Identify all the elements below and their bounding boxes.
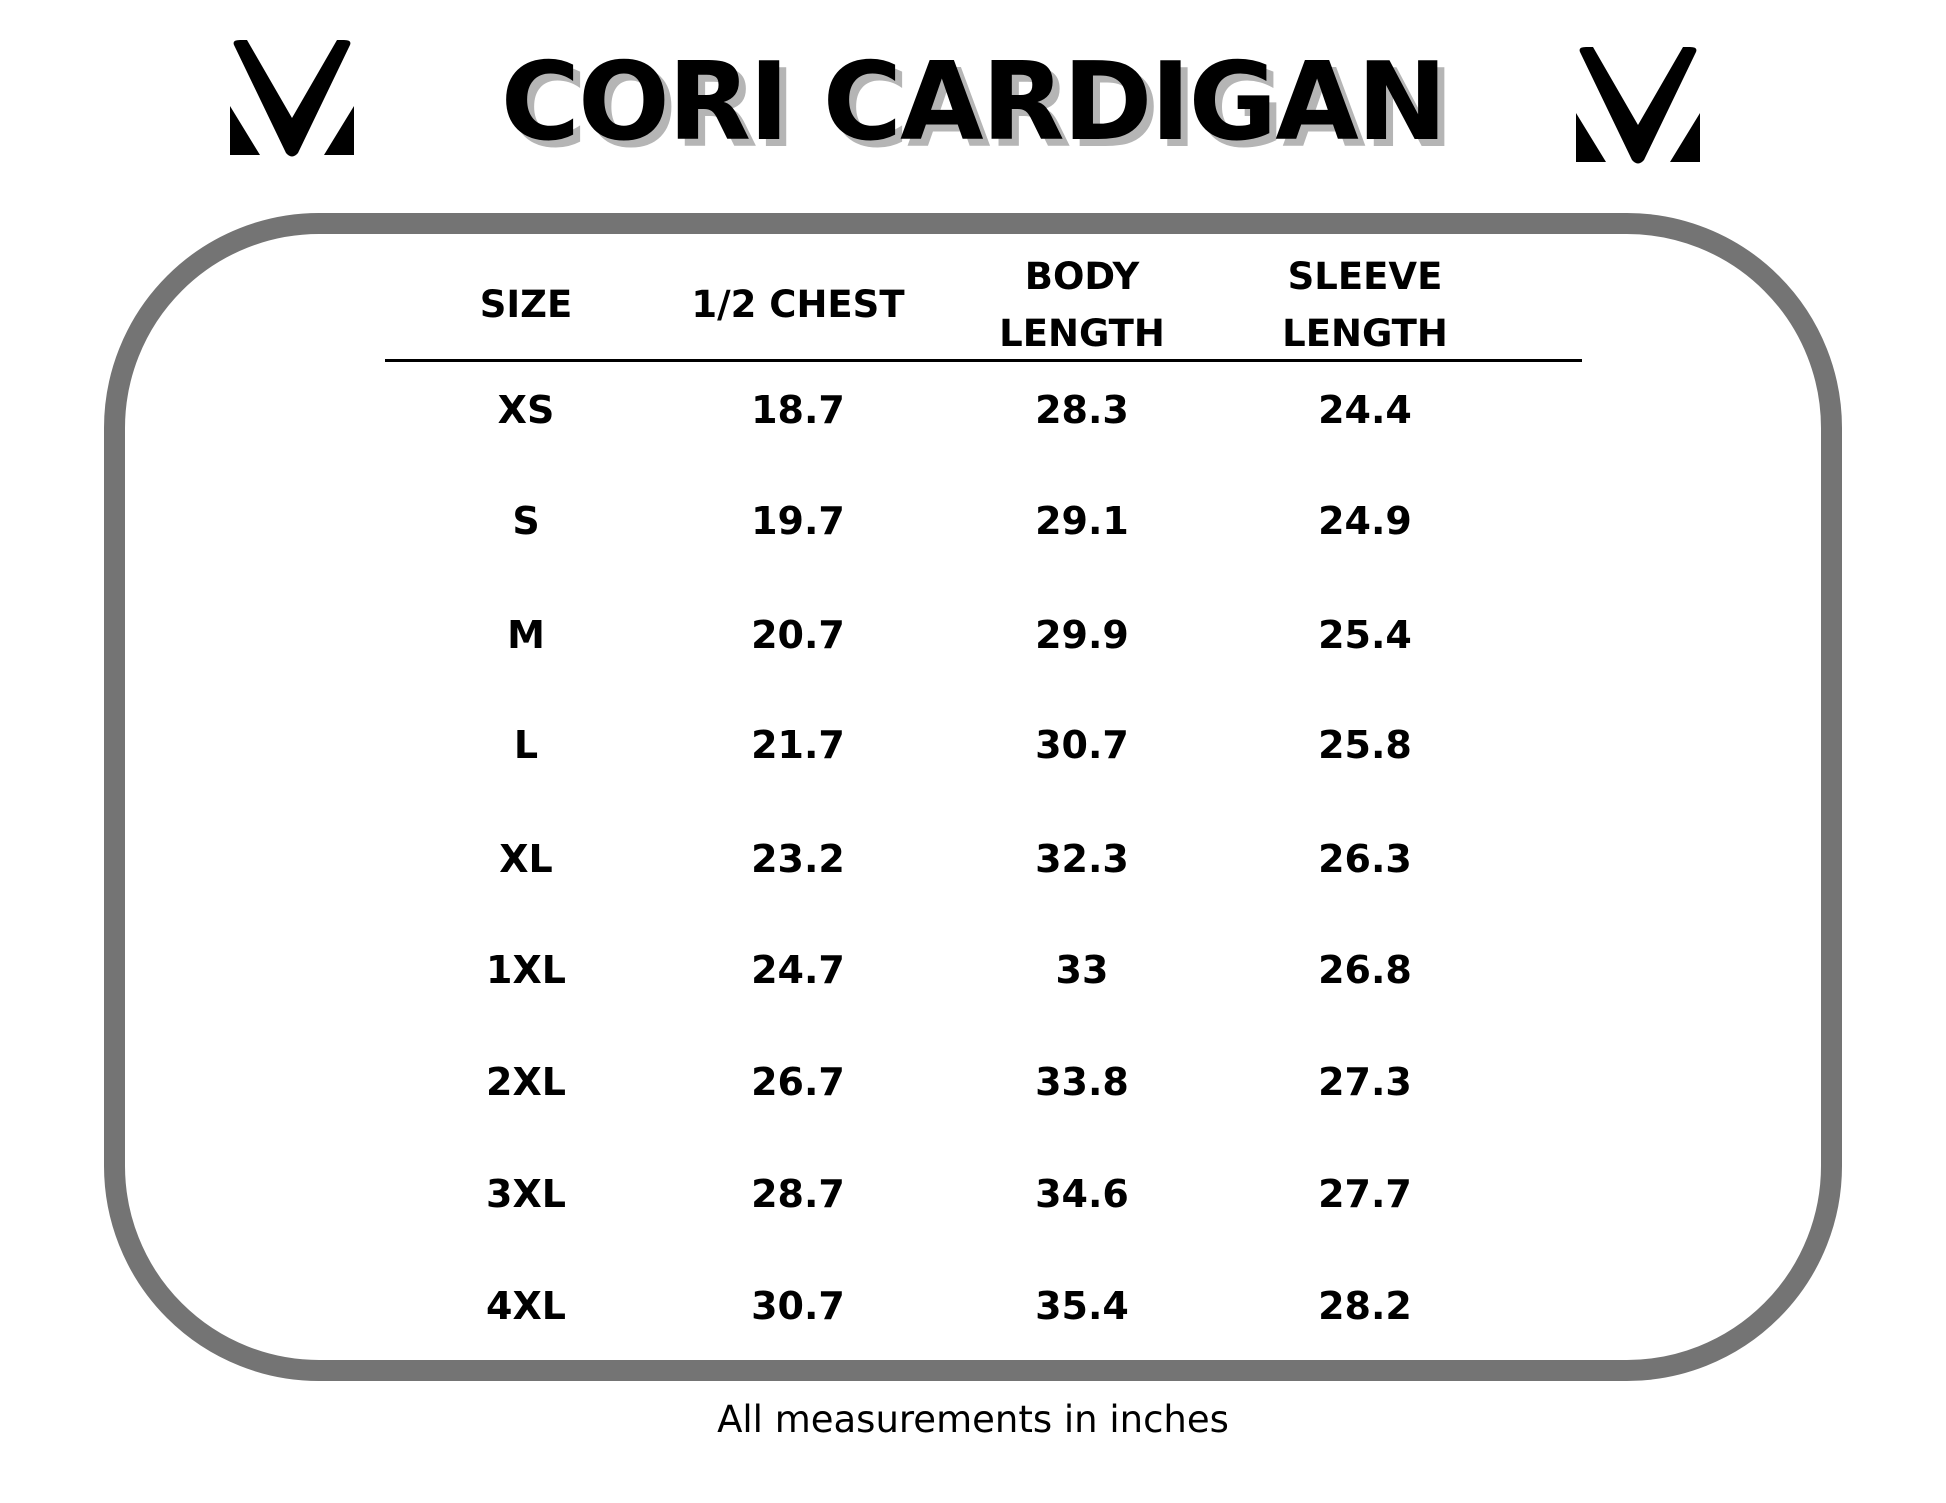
header-line: SIZE	[479, 283, 573, 326]
header-line: SLEEVE	[1287, 255, 1443, 298]
cell-size: 4XL	[486, 1284, 566, 1328]
cell-sleeve-length: 26.8	[1318, 948, 1412, 992]
cell-body-length: 35.4	[1035, 1284, 1129, 1328]
cell-half-chest: 26.7	[751, 1060, 845, 1104]
cell-half-chest: 20.7	[751, 613, 845, 657]
cell-sleeve-length: 27.3	[1318, 1060, 1412, 1104]
cell-body-length: 34.6	[1035, 1172, 1129, 1216]
cell-size: 1XL	[486, 948, 566, 992]
cell-sleeve-length: 28.2	[1318, 1284, 1412, 1328]
header-line: LENGTH	[999, 312, 1165, 355]
cell-half-chest: 23.2	[751, 837, 845, 881]
cell-size: L	[513, 723, 539, 767]
cell-sleeve-length: 24.4	[1318, 388, 1412, 432]
header-body-length: BODY LENGTH	[932, 248, 1232, 362]
cell-sleeve-length: 25.8	[1318, 723, 1412, 767]
cell-half-chest: 21.7	[751, 723, 845, 767]
cell-half-chest: 28.7	[751, 1172, 845, 1216]
cell-body-length: 33.8	[1035, 1060, 1129, 1104]
cell-body-length: 28.3	[1035, 388, 1129, 432]
cell-sleeve-length: 24.9	[1318, 499, 1412, 543]
cell-size: 2XL	[486, 1060, 566, 1104]
cell-body-length: 30.7	[1035, 723, 1129, 767]
cell-size: XL	[499, 837, 553, 881]
header-line: LENGTH	[1282, 312, 1448, 355]
cell-size: S	[512, 499, 540, 543]
cell-sleeve-length: 27.7	[1318, 1172, 1412, 1216]
header-divider	[385, 359, 1582, 362]
cell-body-length: 33	[1055, 948, 1109, 992]
cell-half-chest: 30.7	[751, 1284, 845, 1328]
cell-body-length: 29.1	[1035, 499, 1129, 543]
cell-size: M	[507, 613, 545, 657]
header-sleeve-length: SLEEVE LENGTH	[1215, 248, 1515, 362]
header-line: BODY	[1024, 255, 1140, 298]
cell-sleeve-length: 26.3	[1318, 837, 1412, 881]
header-half-chest: 1/2 CHEST	[648, 276, 948, 333]
mv-logo-icon	[1576, 47, 1700, 164]
page-title: CORI CARDIGAN	[500, 40, 1447, 165]
cell-sleeve-length: 25.4	[1318, 613, 1412, 657]
cell-size: XS	[497, 388, 555, 432]
size-chart-frame	[104, 213, 1842, 1381]
footer-note: All measurements in inches	[717, 1398, 1229, 1441]
cell-body-length: 32.3	[1035, 837, 1129, 881]
cell-half-chest: 18.7	[751, 388, 845, 432]
header-size: SIZE	[376, 276, 676, 333]
mv-logo-icon	[230, 40, 354, 157]
header-line: 1/2 CHEST	[691, 283, 905, 326]
cell-size: 3XL	[486, 1172, 566, 1216]
cell-half-chest: 19.7	[751, 499, 845, 543]
cell-half-chest: 24.7	[751, 948, 845, 992]
cell-body-length: 29.9	[1035, 613, 1129, 657]
